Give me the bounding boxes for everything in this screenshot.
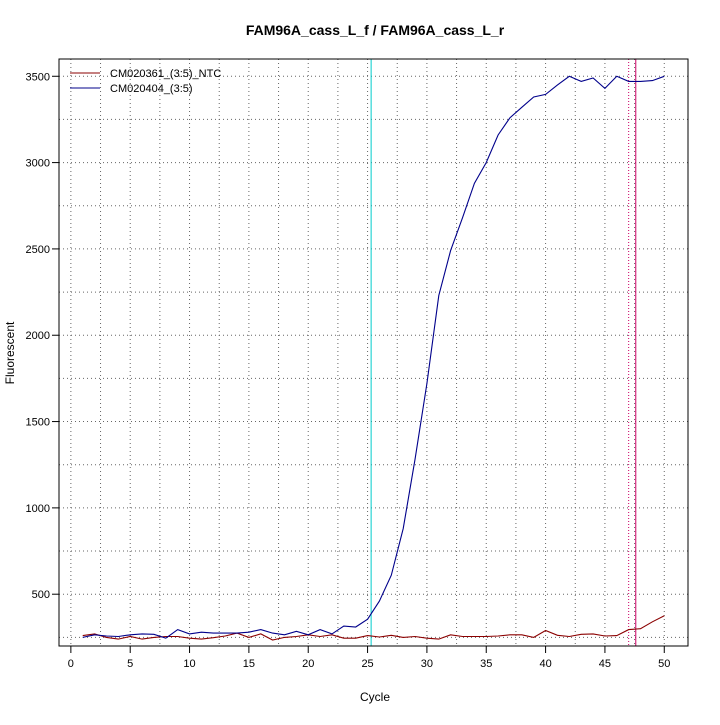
- x-tick-label: 35: [480, 658, 492, 670]
- grid-lines: [59, 59, 688, 646]
- x-tick-label: 15: [243, 658, 255, 670]
- y-tick-label: 2000: [26, 330, 50, 342]
- x-tick-label: 0: [68, 658, 74, 670]
- axis-ticks: 0 5 10 15 20 25 30 35 40 45 50 500 1000 1500 2000 2500 3…: [26, 71, 671, 670]
- threshold-lines: [370, 59, 637, 646]
- y-tick-label: 3500: [26, 71, 50, 83]
- y-tick-label: 2500: [26, 244, 50, 256]
- legend-label: CM020361_(3:5)_NTC: [110, 68, 221, 80]
- x-tick-label: 45: [599, 658, 611, 670]
- y-axis-label: Fluorescent: [3, 321, 17, 384]
- legend: CM020361_(3:5)_NTC CM020404_(3:5): [70, 68, 221, 95]
- data-series: [82, 75, 665, 641]
- series-line-1: [82, 615, 665, 641]
- chart-title: FAM96A_cass_L_f / FAM96A_cass_L_r: [246, 22, 505, 38]
- x-tick-label: 50: [658, 658, 670, 670]
- y-tick-label: 3000: [26, 158, 50, 170]
- x-tick-label: 25: [361, 658, 373, 670]
- y-tick-label: 1500: [26, 417, 50, 429]
- x-tick-label: 40: [539, 658, 551, 670]
- x-tick-label: 20: [302, 658, 314, 670]
- plot-frame: [58, 58, 689, 647]
- x-axis-label: Cycle: [360, 690, 390, 704]
- x-tick-label: 5: [127, 658, 133, 670]
- series-line-2: [82, 75, 665, 639]
- y-tick-label: 1000: [26, 503, 50, 515]
- legend-label: CM020404_(3:5): [110, 83, 193, 95]
- x-tick-label: 30: [421, 658, 433, 670]
- y-tick-label: 500: [32, 589, 50, 601]
- x-tick-label: 10: [183, 658, 195, 670]
